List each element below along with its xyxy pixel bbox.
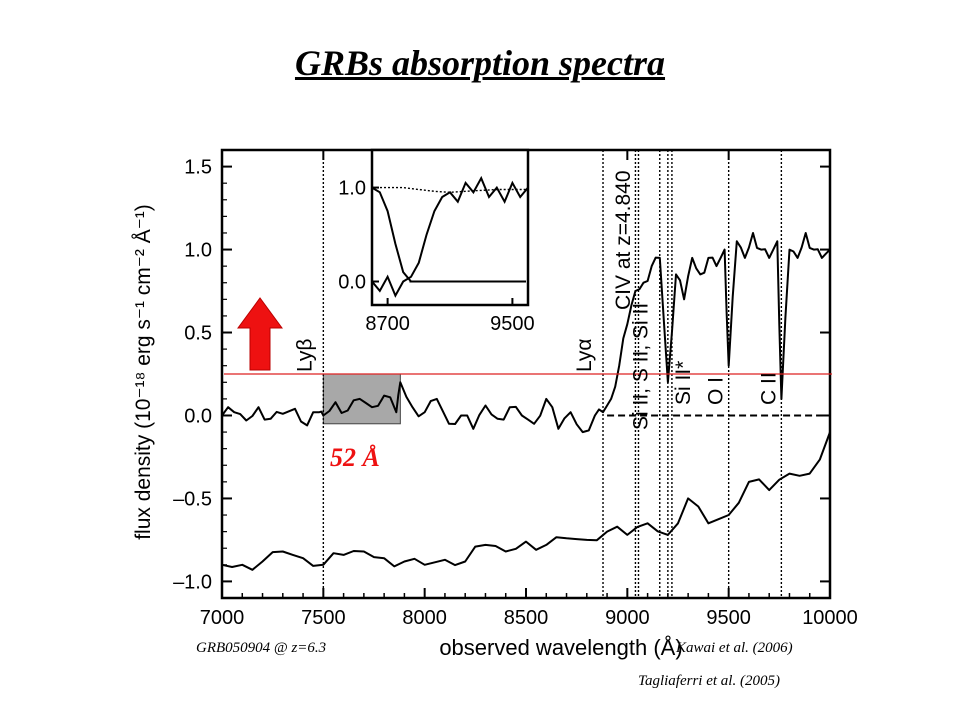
inset-x-tick-label: 9500 [490,313,535,335]
x-tick-label: 10000 [802,607,858,629]
inset-series-1 [371,175,529,298]
slide-title: GRBs absorption spectra [294,43,666,83]
inset-series-3 [372,186,528,194]
y-tick-label: 0.0 [184,405,212,427]
y-tick-label: –0.5 [173,488,212,510]
x-tick-label: 9000 [605,607,650,629]
absorption-line-label: Si II* [672,361,695,405]
spectrum-series-1 [221,232,831,434]
citation-tagliaferri: Tagliaferri et al. (2005) [638,673,780,689]
x-tick-label: 8500 [504,607,549,629]
inset-x-tick-label: 8700 [365,313,410,335]
absorption-line-label: Si II, S II, Si II [629,303,652,430]
up-arrow [237,297,283,371]
y-tick-label: –1.0 [173,571,212,593]
highlight-region [322,373,401,425]
x-tick-label: 9500 [706,607,751,629]
y-tick-label: 0.5 [184,323,212,345]
citation-kawai: Kawai et al. (2006) [676,640,793,656]
absorption-line-label: CIV at z=4.840 [612,170,635,310]
inset-y-tick-label: 1.0 [338,178,366,200]
inset-frame [370,148,530,307]
x-tick-label: 7500 [301,607,346,629]
object-label: GRB050904 @ z=6.3 [196,640,327,656]
y-tick-label: 1.5 [184,157,212,179]
absorption-line-label: O I [705,377,728,405]
x-tick-label: 8000 [402,607,447,629]
x-axis-label: observed wavelength (Å) [439,635,682,660]
highlight-width-label: 52 Å [330,443,380,472]
x-tick-label: 7000 [200,607,245,629]
inset-y-tick-label: 0.0 [338,272,366,294]
y-tick-label: 1.0 [184,240,212,262]
y-axis-label: flux density (10⁻¹⁸ erg s⁻¹ cm⁻² Å⁻¹) [132,204,155,540]
absorption-line-label: C II [757,372,780,405]
absorption-line-label: Lyα [573,338,596,372]
absorption-line-label: Lyβ [293,339,316,372]
spectrum-series-2 [221,431,831,571]
